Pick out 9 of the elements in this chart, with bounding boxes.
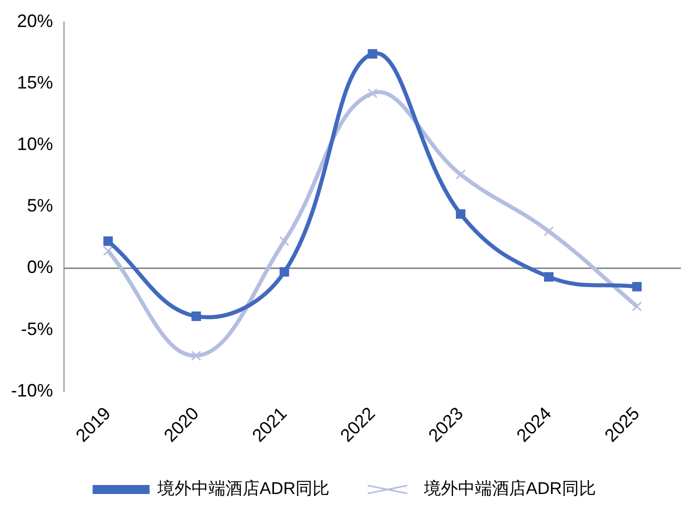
y-tick-label: 15% bbox=[16, 72, 54, 92]
y-tick-label: 20% bbox=[16, 10, 54, 31]
y-tick-label: 5% bbox=[27, 196, 54, 216]
y-tick-label: 0% bbox=[27, 257, 54, 278]
y-tick-label: -10% bbox=[10, 380, 54, 400]
legend-label: 境外中端酒店ADR同比 bbox=[423, 479, 596, 498]
legend-label: 境外中端酒店ADR同比 bbox=[156, 479, 330, 498]
y-tick-label: -5% bbox=[21, 318, 54, 339]
y-tick-label: 10% bbox=[16, 134, 54, 154]
